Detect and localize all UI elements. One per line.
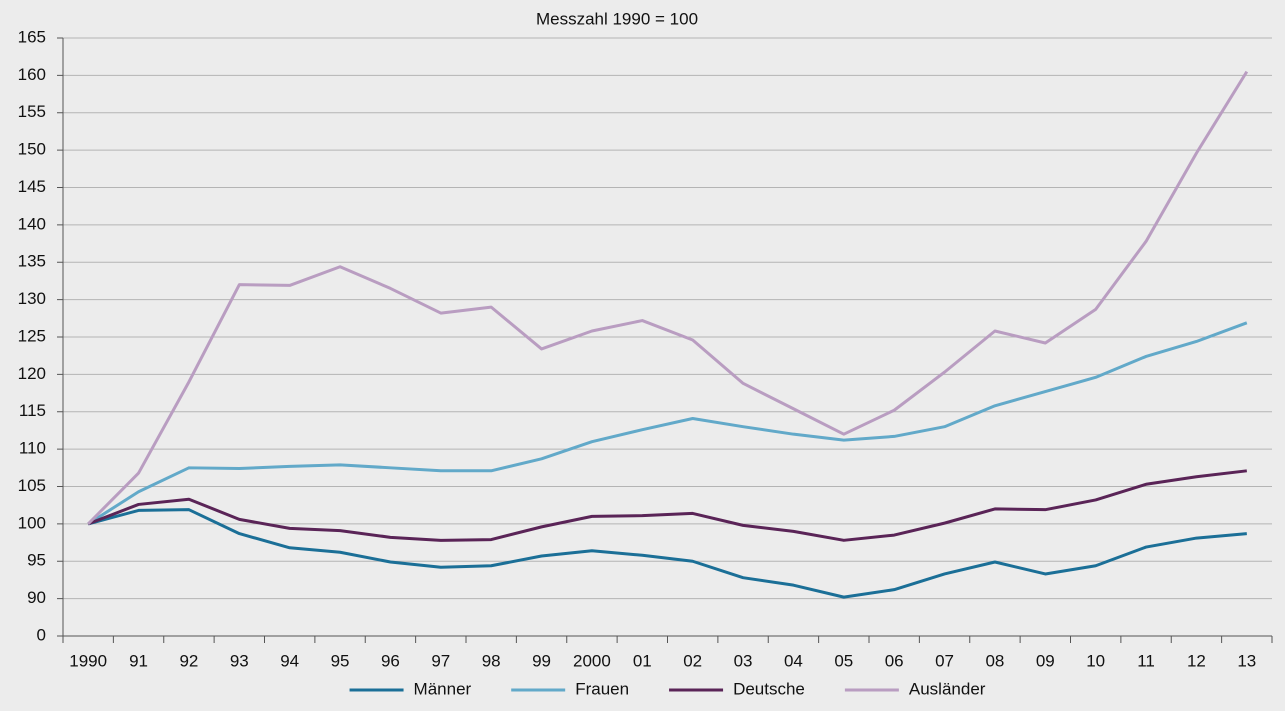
x-tick-label: 1990 <box>69 651 107 670</box>
legend-label: Männer <box>414 679 472 698</box>
chart-title: Messzahl 1990 = 100 <box>536 9 698 28</box>
x-tick-label: 06 <box>885 651 904 670</box>
x-tick-label: 11 <box>1137 651 1155 670</box>
x-tick-label: 95 <box>331 651 350 670</box>
x-tick-label: 92 <box>179 651 198 670</box>
y-tick-label: 150 <box>18 140 46 159</box>
x-tick-label: 09 <box>1036 651 1055 670</box>
x-tick-label: 94 <box>280 651 299 670</box>
y-tick-label: 160 <box>18 65 46 84</box>
y-tick-label: 155 <box>18 102 46 121</box>
y-tick-label: 145 <box>18 177 46 196</box>
x-tick-label: 91 <box>129 651 148 670</box>
y-tick-label: 165 <box>18 27 46 46</box>
x-tick-label: 02 <box>683 651 702 670</box>
y-tick-label: 125 <box>18 326 46 345</box>
x-tick-label: 99 <box>532 651 551 670</box>
series-line <box>87 508 1247 599</box>
y-tick-label: 110 <box>19 439 46 458</box>
series-line <box>87 70 1249 525</box>
x-tick-label: 2000 <box>573 651 611 670</box>
y-tick-label: 120 <box>18 364 46 383</box>
x-tick-label: 13 <box>1237 651 1256 670</box>
y-tick-label: 130 <box>18 289 46 308</box>
x-tick-label: 05 <box>834 651 853 670</box>
x-tick-label: 10 <box>1086 651 1105 670</box>
y-tick-label: 135 <box>18 252 46 271</box>
x-tick-label: 04 <box>784 651 803 670</box>
x-tick-label: 07 <box>935 651 954 670</box>
y-tick-label: 140 <box>18 214 46 233</box>
y-tick-label: 95 <box>27 551 46 570</box>
x-tick-label: 03 <box>734 651 753 670</box>
x-tick-label: 08 <box>985 651 1004 670</box>
x-tick-label: 97 <box>431 651 450 670</box>
x-tick-label: 98 <box>482 651 501 670</box>
x-tick-label: 12 <box>1187 651 1206 670</box>
legend-label: Deutsche <box>733 679 805 698</box>
x-tick-label: 93 <box>230 651 249 670</box>
series-line <box>87 469 1247 542</box>
y-tick-label: 105 <box>18 476 46 495</box>
series-line <box>87 321 1248 526</box>
y-tick-label: 0 <box>37 625 46 644</box>
y-tick-label: 90 <box>27 588 46 607</box>
y-tick-label: 115 <box>19 401 46 420</box>
y-tick-label: 100 <box>18 513 46 532</box>
legend-label: Frauen <box>575 679 629 698</box>
legend-label: Ausländer <box>909 679 986 698</box>
x-tick-label: 96 <box>381 651 400 670</box>
x-tick-label: 01 <box>633 651 652 670</box>
